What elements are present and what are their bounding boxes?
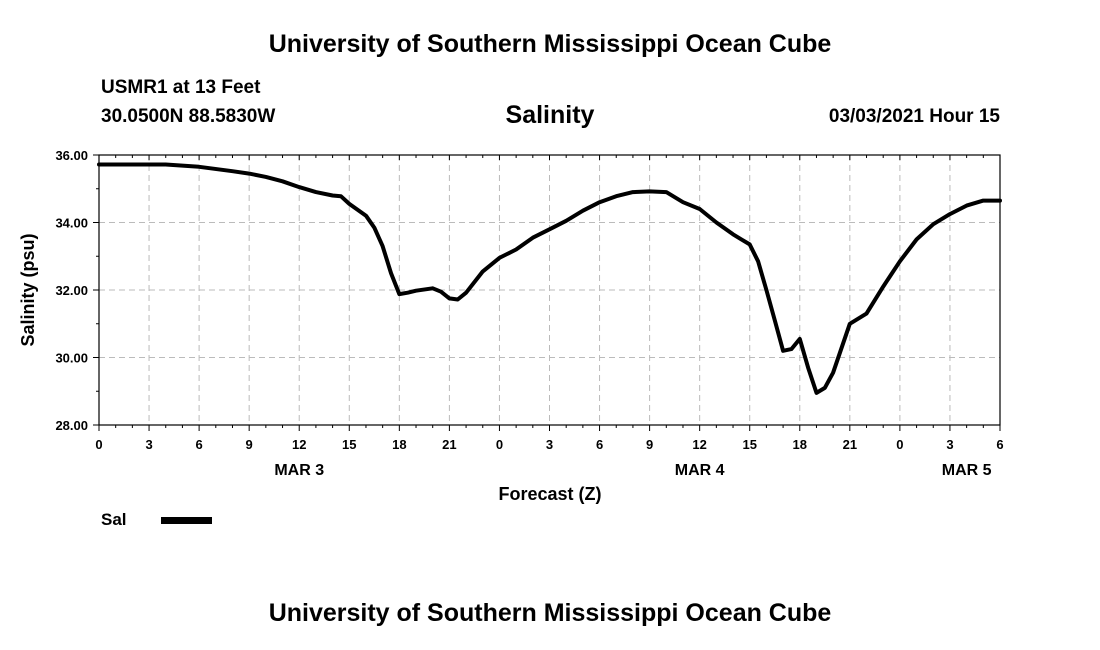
x-tick-label: 9 [646, 437, 653, 452]
x-tick-label: 3 [145, 437, 152, 452]
y-tick-label: 36.00 [55, 148, 88, 163]
x-axis-tick-labels: 0 3 6 9 12 15 18 21 0 3 6 9 12 15 18 21 0 3 6 [95, 437, 1003, 452]
x-tick-label: 21 [843, 437, 857, 452]
station-label: USMR1 at 13 Feet [101, 77, 261, 98]
x-tick-label: 0 [95, 437, 102, 452]
x-tick-label: 12 [292, 437, 306, 452]
x-tick-label: 18 [392, 437, 406, 452]
y-tick-label: 30.00 [55, 351, 88, 366]
date-label: MAR 3 [274, 462, 324, 479]
x-tick-label: 3 [946, 437, 953, 452]
x-axis-label: Forecast (Z) [498, 484, 601, 504]
chart-title: Salinity [505, 101, 595, 129]
y-tick-label: 28.00 [55, 418, 88, 433]
date-label: MAR 5 [942, 462, 992, 479]
x-tick-label: 9 [246, 437, 253, 452]
x-tick-label: 18 [793, 437, 807, 452]
x-tick-label: 6 [996, 437, 1003, 452]
footer-title: University of Southern Mississippi Ocean… [268, 599, 832, 627]
y-tick-label: 32.00 [55, 283, 88, 298]
date-label: MAR 4 [675, 462, 725, 479]
chart-ticks [93, 154, 1001, 431]
chart-grid [99, 155, 1000, 425]
x-tick-label: 0 [896, 437, 903, 452]
legend-label-sal: Sal [101, 510, 127, 529]
station-coordinates: 30.0500N 88.5830W [101, 106, 276, 127]
x-axis-date-labels: MAR 3 MAR 4 MAR 5 [274, 462, 991, 479]
x-tick-label: 21 [442, 437, 456, 452]
y-tick-label: 34.00 [55, 216, 88, 231]
series-line-sal [97, 162, 1002, 395]
y-axis-tick-labels: 28.00 30.00 32.00 34.00 36.00 [55, 148, 88, 433]
x-tick-label: 12 [692, 437, 706, 452]
x-tick-label: 3 [546, 437, 553, 452]
run-datetime: 03/03/2021 Hour 15 [828, 106, 1000, 127]
x-tick-label: 15 [342, 437, 356, 452]
x-tick-label: 6 [195, 437, 202, 452]
page-title: University of Southern Mississippi Ocean… [268, 30, 832, 58]
legend-swatch-sal [161, 517, 212, 524]
x-tick-label: 15 [742, 437, 756, 452]
x-tick-label: 6 [596, 437, 603, 452]
x-tick-label: 0 [496, 437, 503, 452]
y-axis-label: Salinity (psu) [18, 233, 38, 346]
